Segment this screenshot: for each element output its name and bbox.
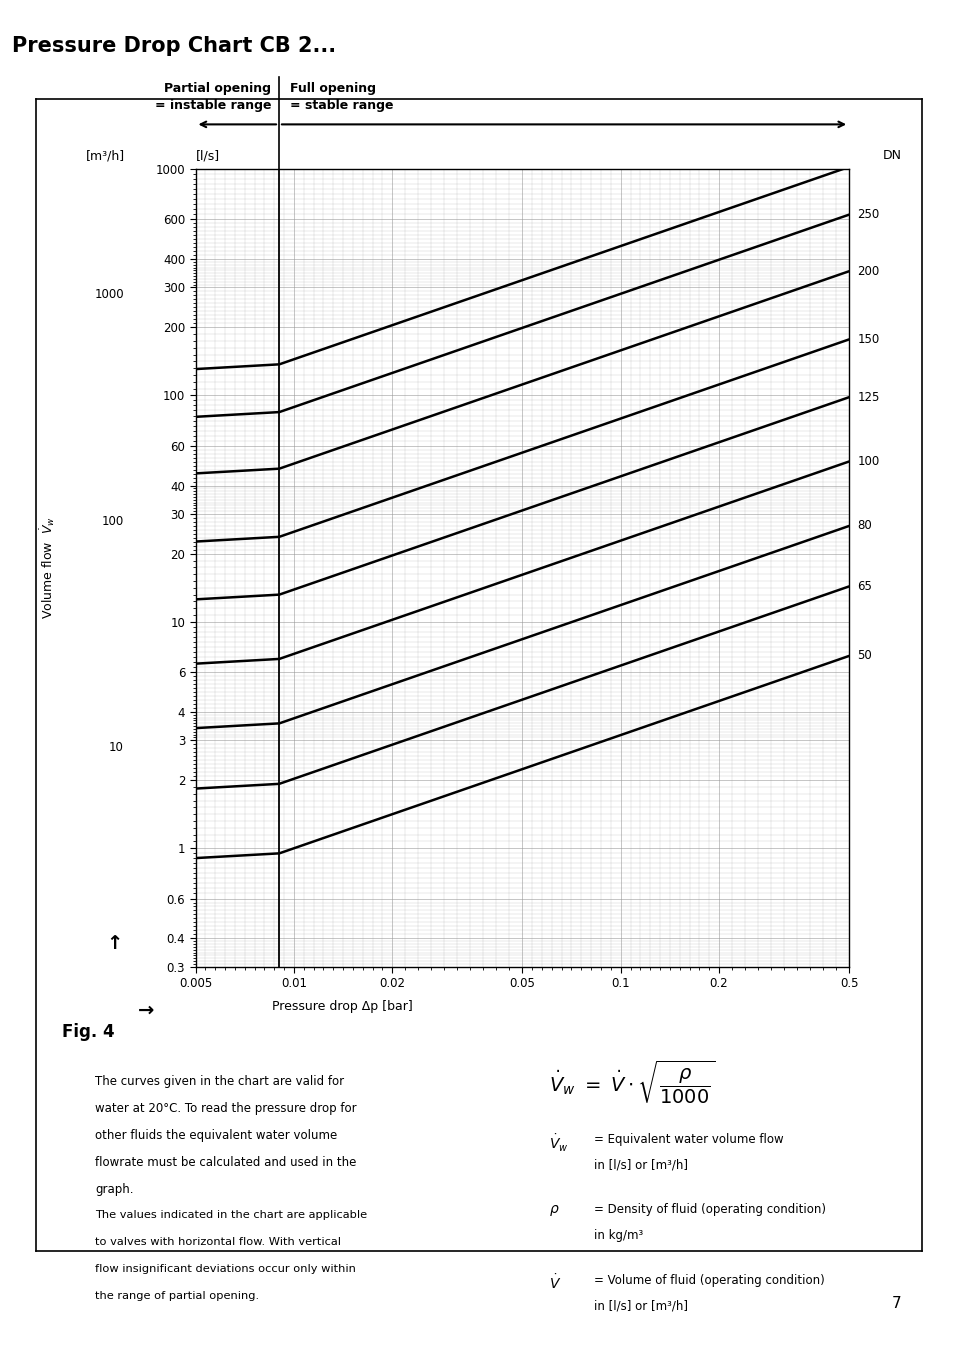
Text: = instable range: = instable range — [154, 99, 271, 112]
Text: = stable range: = stable range — [290, 99, 394, 112]
Text: [m³/h]: [m³/h] — [86, 149, 125, 162]
Text: $\dot{V}_w\ =\ \dot{V}\cdot\sqrt{\dfrac{\rho}{1000}}$: $\dot{V}_w\ =\ \dot{V}\cdot\sqrt{\dfrac{… — [548, 1059, 715, 1106]
Text: $\dot{V}$: $\dot{V}$ — [548, 1274, 560, 1293]
Text: 50: 50 — [857, 649, 871, 662]
Text: in [l/s] or [m³/h]: in [l/s] or [m³/h] — [594, 1159, 688, 1172]
Text: Full opening: Full opening — [290, 81, 376, 95]
Text: $\dot{V}_w$: $\dot{V}_w$ — [548, 1133, 568, 1155]
Text: graph.: graph. — [95, 1183, 133, 1197]
Text: The curves given in the chart are valid for: The curves given in the chart are valid … — [95, 1075, 344, 1088]
Text: Volume flow  $\dot{V}_w$: Volume flow $\dot{V}_w$ — [38, 516, 57, 619]
Text: 250: 250 — [857, 208, 879, 222]
Text: 125: 125 — [857, 391, 879, 404]
Text: water at 20°C. To read the pressure drop for: water at 20°C. To read the pressure drop… — [95, 1102, 356, 1115]
Text: 150: 150 — [857, 333, 879, 346]
Text: in kg/m³: in kg/m³ — [594, 1229, 643, 1242]
Text: $\rho$: $\rho$ — [548, 1203, 558, 1218]
Text: The values indicated in the chart are applicable: The values indicated in the chart are ap… — [95, 1210, 367, 1220]
Text: DN: DN — [882, 149, 901, 162]
Text: = Density of fluid (operating condition): = Density of fluid (operating condition) — [594, 1203, 825, 1217]
Text: Pressure drop Δp [bar]: Pressure drop Δp [bar] — [272, 1000, 413, 1014]
Text: Fig. 4: Fig. 4 — [62, 1023, 114, 1041]
Text: the range of partial opening.: the range of partial opening. — [95, 1291, 259, 1301]
Text: 65: 65 — [857, 580, 871, 594]
Text: other fluids the equivalent water volume: other fluids the equivalent water volume — [95, 1129, 337, 1142]
Text: 100: 100 — [857, 456, 879, 468]
Text: 10: 10 — [109, 741, 124, 754]
Text: [l/s]: [l/s] — [195, 149, 219, 162]
Text: 200: 200 — [857, 265, 879, 277]
Text: flow insignificant deviations occur only within: flow insignificant deviations occur only… — [95, 1264, 355, 1274]
Text: 1000: 1000 — [94, 288, 124, 301]
Text: Pressure Drop Chart CB 2...: Pressure Drop Chart CB 2... — [12, 37, 336, 55]
Text: 7: 7 — [891, 1297, 901, 1311]
Text: = Equivalent water volume flow: = Equivalent water volume flow — [594, 1133, 783, 1146]
Text: to valves with horizontal flow. With vertical: to valves with horizontal flow. With ver… — [95, 1237, 341, 1247]
Text: in [l/s] or [m³/h]: in [l/s] or [m³/h] — [594, 1299, 688, 1313]
Text: ↑: ↑ — [106, 934, 123, 953]
Text: flowrate must be calculated and used in the: flowrate must be calculated and used in … — [95, 1156, 356, 1169]
Text: Partial opening: Partial opening — [164, 81, 271, 95]
Text: 80: 80 — [857, 519, 871, 533]
Text: 100: 100 — [102, 515, 124, 527]
Text: →: → — [138, 1000, 154, 1019]
Text: = Volume of fluid (operating condition): = Volume of fluid (operating condition) — [594, 1274, 824, 1287]
